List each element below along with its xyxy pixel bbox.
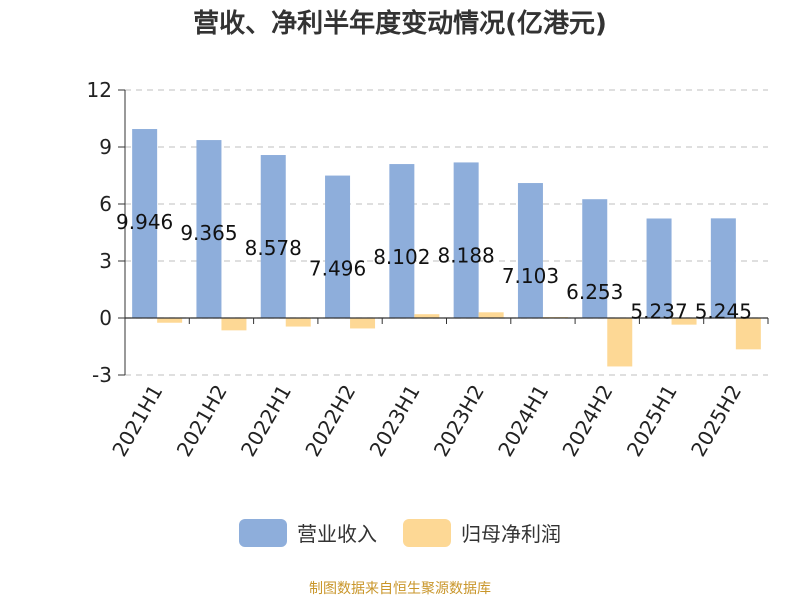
data-label-revenue: 8.188 bbox=[438, 243, 495, 267]
x-tick-label: 2023H1 bbox=[365, 381, 425, 461]
x-tick-label: 2023H2 bbox=[429, 381, 489, 461]
bar-revenue bbox=[517, 183, 543, 318]
legend-item-profit[interactable]: 归母净利润 bbox=[403, 518, 561, 547]
bar-revenue bbox=[582, 199, 608, 318]
y-tick-label: 0 bbox=[99, 306, 112, 330]
x-tick-label: 2024H1 bbox=[493, 381, 553, 461]
bar-revenue bbox=[260, 155, 286, 318]
x-tick-label: 2025H2 bbox=[686, 381, 746, 461]
legend-label-revenue: 营业收入 bbox=[297, 522, 377, 546]
bar-revenue bbox=[132, 129, 158, 318]
y-tick-label: 9 bbox=[99, 135, 112, 159]
bar-profit bbox=[607, 318, 633, 367]
chart-title: 营收、净利半年度变动情况(亿港元) bbox=[193, 9, 607, 39]
bar-profit bbox=[350, 318, 376, 329]
x-tick-label: 2021H2 bbox=[172, 381, 232, 461]
bar-profit bbox=[414, 314, 440, 318]
legend: 营业收入 归母净利润 bbox=[0, 518, 800, 547]
data-label-revenue: 7.103 bbox=[502, 264, 559, 288]
legend-swatch-profit bbox=[403, 518, 451, 547]
data-label-revenue: 6.253 bbox=[566, 280, 623, 304]
bar-profit bbox=[221, 318, 247, 331]
legend-item-revenue[interactable]: 营业收入 bbox=[239, 518, 377, 547]
y-tick-label: 3 bbox=[99, 249, 112, 273]
bar-revenue bbox=[389, 164, 415, 318]
bar-revenue bbox=[196, 140, 222, 318]
x-tick-label: 2022H1 bbox=[236, 381, 296, 461]
data-label-revenue: 8.102 bbox=[373, 245, 430, 269]
data-label-revenue: 5.237 bbox=[630, 299, 687, 323]
bar-profit bbox=[478, 312, 504, 318]
data-label-revenue: 9.365 bbox=[180, 221, 237, 245]
bar-profit bbox=[285, 318, 311, 327]
y-tick-label: 6 bbox=[99, 192, 112, 216]
bar-revenue bbox=[710, 218, 736, 318]
bar-profit bbox=[671, 318, 697, 325]
bar-revenue bbox=[453, 162, 479, 318]
data-label-revenue: 7.496 bbox=[309, 257, 366, 281]
y-tick-label: -3 bbox=[92, 363, 112, 387]
bar-revenue bbox=[325, 175, 351, 318]
x-tick-label: 2025H1 bbox=[622, 381, 682, 461]
bar-profit bbox=[157, 318, 183, 323]
data-label-revenue: 8.578 bbox=[245, 236, 302, 260]
bar-profit bbox=[735, 318, 761, 350]
bars bbox=[132, 129, 761, 367]
y-tick-label: 12 bbox=[87, 78, 112, 102]
x-tick-label: 2024H2 bbox=[557, 381, 617, 461]
legend-swatch-revenue bbox=[239, 518, 287, 547]
legend-label-profit: 归母净利润 bbox=[461, 522, 561, 546]
x-tick-label: 2022H2 bbox=[300, 381, 360, 461]
data-label-revenue: 5.245 bbox=[695, 299, 752, 323]
data-labels: 9.946 9.365 8.578 7.496 8.102 8.188 7.103 6.253… bbox=[116, 210, 752, 323]
bar-revenue bbox=[646, 218, 672, 318]
source-note: 制图数据来自恒生聚源数据库 bbox=[309, 581, 491, 597]
data-label-revenue: 9.946 bbox=[116, 210, 173, 234]
x-tick-label: 2021H1 bbox=[107, 381, 167, 461]
